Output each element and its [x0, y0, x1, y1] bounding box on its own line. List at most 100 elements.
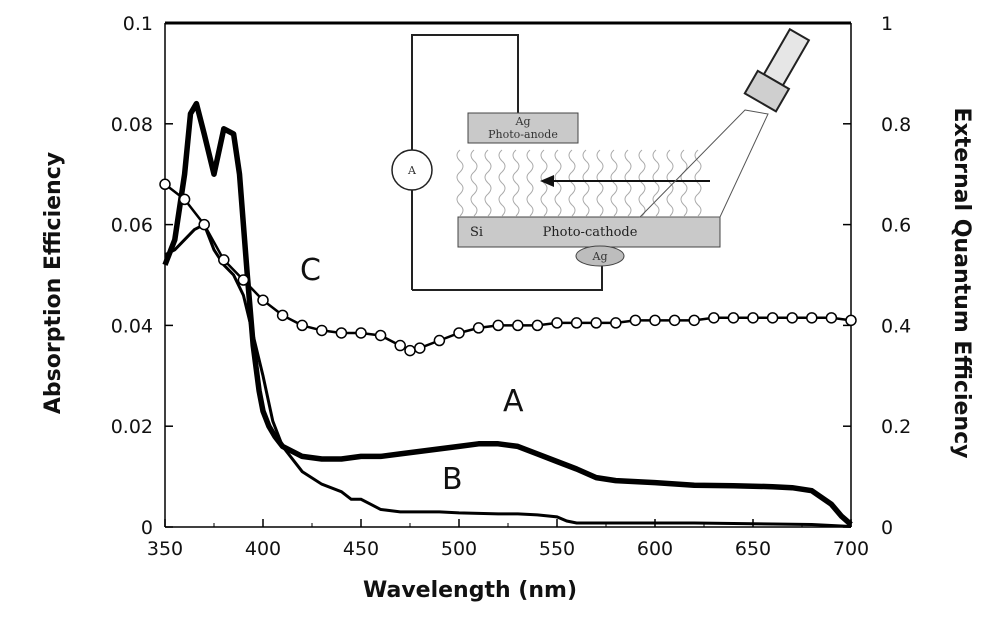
series-c-point	[570, 317, 583, 329]
curve-label-a: A	[503, 384, 524, 419]
y-right-tick-label: 0.2	[881, 416, 911, 438]
inset-wire-top	[411, 34, 519, 150]
y-left-tick-label: 0.1	[123, 13, 153, 35]
photo-cathode-plate	[457, 216, 721, 248]
x-tick-label: 500	[441, 538, 477, 560]
series-c-point	[551, 317, 563, 329]
nanowire	[512, 149, 520, 217]
series-c-point	[492, 319, 504, 332]
y-right-tick-label: 0.8	[881, 114, 911, 136]
anode-label-ag: Ag	[515, 115, 531, 128]
cathode-label: Photo-cathode	[543, 225, 638, 240]
x-tick-label: 450	[343, 538, 379, 560]
series-c-point	[374, 329, 387, 342]
curve-label-b: B	[442, 462, 463, 497]
series-c-point	[433, 334, 446, 347]
series-c-line	[164, 183, 852, 352]
inset-wire-bottom	[412, 265, 603, 291]
nanowire	[680, 149, 688, 217]
nanowire	[582, 149, 590, 217]
flashlight-icon	[743, 27, 811, 113]
series-c-point	[512, 319, 524, 332]
y-right-tick-label: 0.6	[881, 215, 911, 237]
nanowire	[596, 149, 604, 217]
series-c-point	[766, 312, 779, 324]
tick-labels-layer: 350 400 450 500 550 600 650 700 0 0.02 0.04 0.06 0.0…	[111, 13, 912, 560]
series-c-point	[355, 327, 367, 339]
series-c-point	[786, 312, 798, 324]
series-c-point	[531, 319, 544, 332]
y-left-tick-label: 0.02	[111, 416, 153, 438]
series-c-point	[414, 342, 426, 354]
ammeter-label: A	[407, 164, 417, 177]
x-tick-label: 600	[637, 538, 673, 560]
y-right-axis-title: External Quantum Efficiency	[949, 108, 974, 459]
photo-anode-plate	[467, 112, 579, 144]
inset-schematic: A Ag Photo-anode Si Photo-cathode Ag	[391, 27, 811, 291]
series-b-line	[164, 222, 852, 528]
nanowire	[638, 149, 646, 217]
x-tick-label: 350	[147, 538, 183, 560]
series-c-point	[316, 324, 328, 337]
bottom-contact-label: Ag	[592, 250, 608, 263]
series-c-point	[453, 327, 465, 339]
ticks-layer	[164, 22, 852, 528]
series-c-point	[178, 193, 191, 206]
series-c-markers	[159, 178, 857, 357]
nanowire	[610, 149, 618, 217]
series-c-point	[218, 254, 230, 266]
nanowire	[652, 149, 660, 217]
nanowire	[554, 149, 562, 217]
series-c-point	[708, 312, 720, 324]
nanowire	[694, 149, 702, 217]
series-c-point	[727, 312, 740, 324]
series-c-point	[257, 294, 269, 306]
nanowire	[498, 149, 506, 217]
series-c-point	[747, 312, 759, 324]
series-c-point	[610, 317, 622, 329]
y-left-tick-label: 0	[141, 517, 153, 539]
y-right-tick-label: 0	[881, 517, 893, 539]
x-tick-label: 550	[539, 538, 575, 560]
x-tick-label: 650	[735, 538, 771, 560]
y-left-tick-label: 0.08	[111, 114, 153, 136]
series-c-point	[629, 314, 642, 327]
y-right-tick-label: 0.4	[881, 315, 911, 337]
bottom-contact	[575, 245, 625, 267]
series-c-point	[472, 322, 485, 334]
ammeter-icon	[391, 149, 433, 191]
si-label: Si	[470, 225, 483, 240]
nanowire	[624, 149, 632, 217]
series-c-point	[296, 319, 308, 332]
series-c-point	[590, 317, 602, 329]
y-right-tick-label: 1	[881, 13, 893, 35]
series-c-point	[649, 314, 661, 327]
nanowire	[526, 149, 534, 217]
series-c-point	[806, 312, 818, 324]
series-c-point	[668, 314, 681, 327]
inset-arrow-head	[540, 175, 554, 187]
series-c-point	[198, 218, 210, 231]
nanowire	[540, 149, 548, 217]
y-left-axis-title: Absorption Efficiency	[41, 152, 66, 414]
nanowire	[470, 149, 478, 217]
x-tick-label: 700	[833, 538, 869, 560]
x-axis-title: Wavelength (nm)	[363, 578, 577, 603]
y-left-tick-label: 0.04	[111, 315, 153, 337]
series-c-point	[335, 327, 348, 339]
series-c-point	[237, 274, 250, 286]
series-c-point	[825, 312, 838, 324]
nanowire	[484, 149, 492, 217]
series-c-point	[688, 314, 700, 327]
nanowire	[456, 149, 464, 217]
series-c-point	[276, 309, 289, 322]
x-tick-label: 400	[245, 538, 281, 560]
nanowire	[666, 149, 674, 217]
series-c-point	[394, 339, 406, 352]
series-c-point	[159, 178, 171, 191]
nanowire-layer	[456, 149, 702, 217]
nanowire	[568, 149, 576, 217]
series-c-point	[845, 314, 857, 327]
curve-label-c: C	[300, 253, 321, 288]
